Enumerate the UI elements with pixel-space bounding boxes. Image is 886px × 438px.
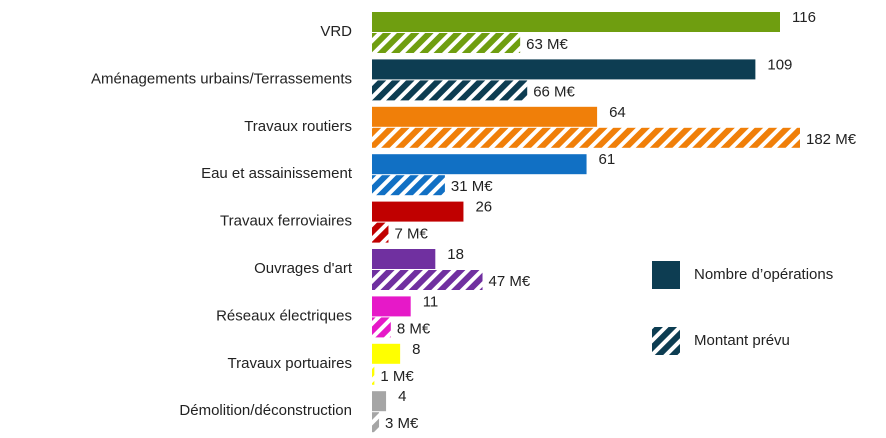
value-label: 47 M€ <box>489 273 531 290</box>
bar <box>372 59 756 80</box>
hatched-bar <box>372 33 521 53</box>
value-label: 116 <box>792 9 816 26</box>
legend-swatch <box>652 261 680 289</box>
hatched-bar <box>372 175 445 196</box>
bar <box>372 343 401 364</box>
value-label: 1 M€ <box>380 368 414 385</box>
value-label: 11 <box>423 293 439 310</box>
value-label: 63 M€ <box>526 36 568 53</box>
category-label: Travaux ferroviaires <box>220 213 352 230</box>
value-label: 109 <box>767 56 792 73</box>
bar <box>372 12 780 32</box>
category-label: Travaux routiers <box>244 118 352 135</box>
legend-label: Nombre d’opérations <box>694 266 833 283</box>
value-label: 4 <box>398 388 406 405</box>
category-label: Eau et assainissement <box>201 165 353 182</box>
value-label: 31 M€ <box>451 178 493 195</box>
hatched-bar <box>372 270 483 290</box>
value-label: 26 <box>475 199 492 216</box>
value-label: 8 <box>412 341 420 358</box>
value-label: 182 M€ <box>806 131 857 148</box>
hatched-bar <box>372 317 391 338</box>
bar <box>372 154 587 175</box>
category-label: Réseaux électriques <box>216 307 352 324</box>
value-label: 3 M€ <box>385 415 419 432</box>
bar <box>372 249 436 269</box>
bar <box>372 296 411 317</box>
category-label: Aménagements urbains/Terrassements <box>91 70 352 87</box>
value-label: 7 M€ <box>394 226 428 243</box>
hatched-bar <box>372 222 389 243</box>
value-label: 8 M€ <box>397 320 431 337</box>
value-label: 61 <box>599 151 616 168</box>
hatched-bar <box>372 127 800 148</box>
legend-label: Montant prévu <box>694 332 790 349</box>
hatched-bar <box>372 80 528 101</box>
bar <box>372 201 464 222</box>
hatched-bar <box>372 364 375 385</box>
legend-swatch <box>652 327 680 355</box>
category-label: Démolition/déconstruction <box>179 402 352 419</box>
value-label: 66 M€ <box>533 83 575 100</box>
category-label: Travaux portuaires <box>228 355 353 372</box>
bar <box>372 106 598 127</box>
value-label: 64 <box>609 104 626 121</box>
category-label: Ouvrages d'art <box>254 260 353 277</box>
value-label: 18 <box>447 246 464 263</box>
bar <box>372 391 387 412</box>
hatched-bar <box>372 412 380 433</box>
category-label: VRD <box>320 23 352 40</box>
